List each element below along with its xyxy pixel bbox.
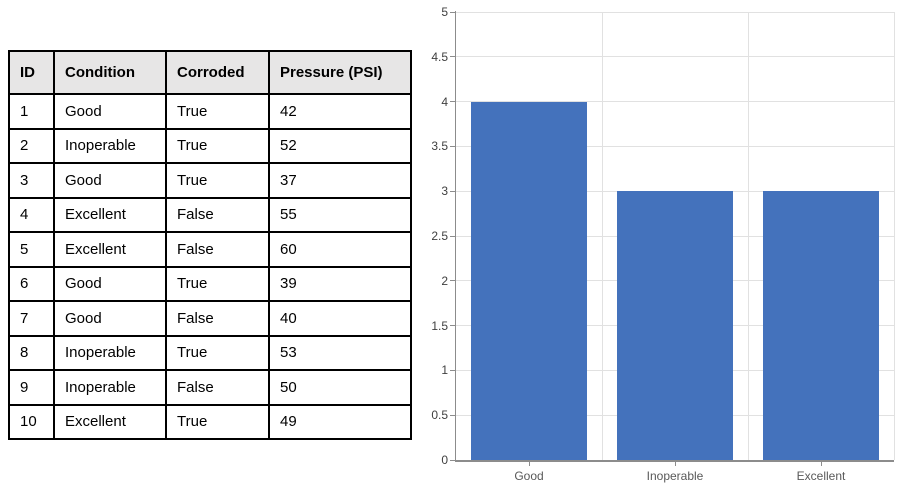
y-tick-label: 1 bbox=[441, 363, 448, 378]
y-tick bbox=[450, 235, 456, 237]
table-cell: Excellent bbox=[53, 231, 167, 268]
x-axis-label: Inoperable bbox=[646, 469, 704, 483]
y-tick bbox=[450, 190, 456, 192]
table-row: 1 Good True 42 bbox=[8, 93, 412, 130]
table-cell: 5 bbox=[8, 231, 55, 268]
y-gridline bbox=[456, 11, 894, 13]
col-header-pressure: Pressure (PSI) bbox=[268, 50, 412, 95]
col-header-id: ID bbox=[8, 50, 55, 95]
y-tick-label: 3 bbox=[441, 184, 448, 199]
table-cell: 8 bbox=[8, 334, 55, 371]
y-tick-label: 0 bbox=[441, 453, 448, 467]
table-cell: Good bbox=[53, 300, 167, 337]
y-tick bbox=[450, 145, 456, 147]
x-tick bbox=[528, 460, 530, 466]
table-cell: True bbox=[165, 162, 270, 199]
table-cell: True bbox=[165, 93, 270, 130]
table-row: 9 Inoperable False 50 bbox=[8, 369, 412, 406]
table-cell: 4 bbox=[8, 196, 55, 233]
y-gridline bbox=[456, 56, 894, 58]
y-tick-label: 2 bbox=[441, 273, 448, 288]
table-cell: 9 bbox=[8, 369, 55, 406]
table-row: 6 Good True 39 bbox=[8, 265, 412, 302]
x-axis-line bbox=[456, 460, 894, 462]
table-cell: False bbox=[165, 231, 270, 268]
table-cell: 3 bbox=[8, 162, 55, 199]
y-tick-label: 5 bbox=[441, 5, 448, 19]
col-header-condition: Condition bbox=[53, 50, 167, 95]
table-row: 7 Good False 40 bbox=[8, 300, 412, 337]
y-tick-label: 4 bbox=[441, 94, 448, 109]
pipes-table: ID Condition Corroded Pressure (PSI) 1 Go… bbox=[8, 50, 412, 440]
table-row: 3 Good True 37 bbox=[8, 162, 412, 199]
table-row: 2 Inoperable True 52 bbox=[8, 127, 412, 164]
y-tick bbox=[450, 101, 456, 103]
x-gridline bbox=[747, 12, 749, 460]
table-cell: 39 bbox=[268, 265, 412, 302]
x-gridline bbox=[893, 12, 895, 460]
table-cell: False bbox=[165, 369, 270, 406]
table-row: 5 Excellent False 60 bbox=[8, 231, 412, 268]
y-gridline bbox=[456, 101, 894, 103]
table-cell: 55 bbox=[268, 196, 412, 233]
table-cell: 2 bbox=[8, 127, 55, 164]
table-cell: 53 bbox=[268, 334, 412, 371]
table-cell: True bbox=[165, 334, 270, 371]
x-axis-label: Good bbox=[514, 469, 544, 483]
table-cell: Good bbox=[53, 93, 167, 130]
y-tick-label: 2.5 bbox=[431, 229, 448, 243]
table-cell: Inoperable bbox=[53, 369, 167, 406]
x-tick bbox=[820, 460, 822, 466]
table-cell: True bbox=[165, 127, 270, 164]
table-cell: 60 bbox=[268, 231, 412, 268]
table-row: 10 Excellent True 49 bbox=[8, 403, 412, 440]
y-tick bbox=[450, 459, 456, 461]
bar-inoperable bbox=[616, 191, 734, 460]
col-header-corroded: Corroded bbox=[165, 50, 270, 95]
y-tick bbox=[450, 414, 456, 416]
table-row: 8 Inoperable True 53 bbox=[8, 334, 412, 371]
y-tick-label: 4.5 bbox=[431, 49, 448, 64]
table-cell: Inoperable bbox=[53, 334, 167, 371]
table-cell: 42 bbox=[268, 93, 412, 130]
table-cell: True bbox=[165, 265, 270, 302]
table-header: ID Condition Corroded Pressure (PSI) bbox=[8, 50, 412, 95]
y-tick-label: 3.5 bbox=[431, 139, 448, 154]
y-tick-label: 0.5 bbox=[431, 408, 448, 423]
condition-count-bar-chart: 0 0.5 1 1.5 2 2.5 3 3.5 4 4.5 5 Good Inoperable Excel… bbox=[430, 0, 904, 487]
table-cell: 1 bbox=[8, 93, 55, 130]
table-cell: False bbox=[165, 196, 270, 233]
table-cell: Excellent bbox=[53, 403, 167, 440]
table-cell: 7 bbox=[8, 300, 55, 337]
y-gridline bbox=[456, 145, 894, 147]
table-cell: 6 bbox=[8, 265, 55, 302]
table-row: 4 Excellent False 55 bbox=[8, 196, 412, 233]
x-tick bbox=[674, 460, 676, 466]
y-tick bbox=[450, 11, 456, 13]
y-axis-line bbox=[454, 11, 456, 462]
table-cell: True bbox=[165, 403, 270, 440]
table-cell: 49 bbox=[268, 403, 412, 440]
table-cell: Excellent bbox=[53, 196, 167, 233]
x-gridline bbox=[601, 12, 603, 460]
x-axis-label: Excellent bbox=[796, 469, 846, 483]
y-tick-label: 1.5 bbox=[431, 318, 448, 333]
table-cell: 10 bbox=[8, 403, 55, 440]
table-header-row: ID Condition Corroded Pressure (PSI) bbox=[8, 50, 412, 95]
table-cell: 52 bbox=[268, 127, 412, 164]
table-cell: Good bbox=[53, 265, 167, 302]
y-tick bbox=[450, 325, 456, 327]
table-cell: False bbox=[165, 300, 270, 337]
table-cell: 50 bbox=[268, 369, 412, 406]
y-tick bbox=[450, 56, 456, 58]
bar-good bbox=[470, 101, 588, 460]
table-cell: Inoperable bbox=[53, 127, 167, 164]
y-tick bbox=[450, 280, 456, 282]
table-cell: 40 bbox=[268, 300, 412, 337]
table-cell: Good bbox=[53, 162, 167, 199]
bar-excellent bbox=[762, 191, 880, 460]
y-tick bbox=[450, 369, 456, 371]
table-cell: 37 bbox=[268, 162, 412, 199]
